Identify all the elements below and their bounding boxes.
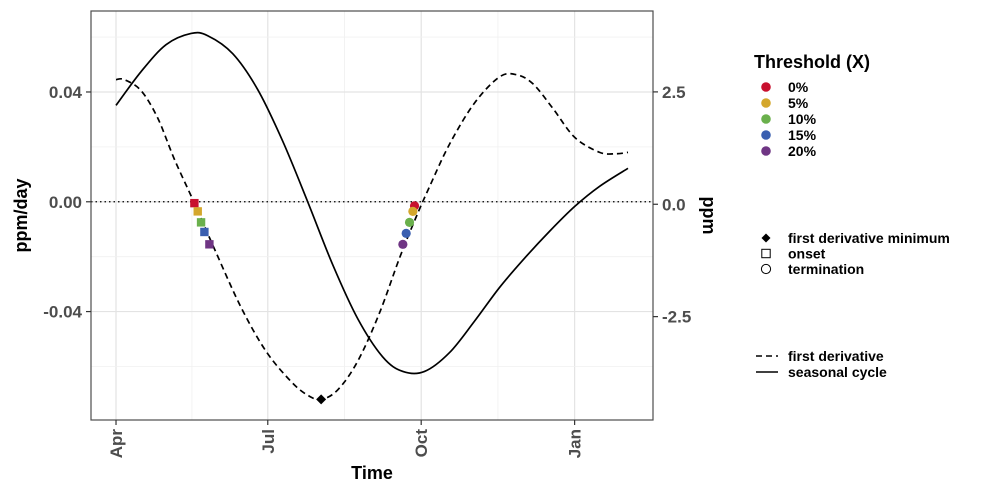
termination-marker xyxy=(404,217,415,227)
grid-layer xyxy=(91,11,653,420)
threshold-legend-key xyxy=(761,146,771,156)
threshold-legend-key xyxy=(761,98,771,108)
legend-layer: Threshold (X) 0%5%10%15%20% first derivati… xyxy=(754,52,950,380)
threshold-legend-key xyxy=(761,130,771,140)
right-tick-label: -2.5 xyxy=(662,308,691,327)
shape-legend-label: first derivative minimum xyxy=(788,230,950,246)
shape-legend-label: termination xyxy=(788,261,864,277)
onset-marker xyxy=(193,207,202,216)
plot-border xyxy=(90,10,654,421)
termination-marker xyxy=(401,228,411,238)
x-tick-label: Jul xyxy=(259,429,278,454)
right-axis-title: ppm xyxy=(699,197,719,235)
threshold-legend-label: 5% xyxy=(788,95,809,111)
termination-marker xyxy=(408,206,418,216)
lines-layer xyxy=(91,31,653,401)
shape-legend-key-diamond xyxy=(761,233,771,243)
series-line-first-derivative xyxy=(115,72,629,401)
axes-layer: 0.04 0.00 -0.04 2.5 0.0 -2.5 Apr Jul Oct Jan Time p… xyxy=(11,83,719,483)
first-derivative-minimum-marker xyxy=(316,394,327,405)
x-tick-label: Apr xyxy=(107,429,126,459)
threshold-legend-label: 15% xyxy=(788,127,817,143)
left-axis-title: ppm/day xyxy=(11,178,31,252)
termination-marker xyxy=(398,239,408,249)
onset-marker xyxy=(190,198,199,208)
line-legend-label: first derivative xyxy=(788,348,884,364)
threshold-legend-key xyxy=(761,82,771,92)
right-tick-label: 2.5 xyxy=(662,83,686,102)
onset-marker xyxy=(196,218,206,227)
left-tick-label: -0.04 xyxy=(43,303,82,322)
onset-marker xyxy=(205,240,214,249)
threshold-legend-label: 10% xyxy=(788,111,817,127)
left-tick-label: 0.00 xyxy=(49,193,82,212)
x-axis-title: Time xyxy=(351,463,393,483)
line-legend-label: seasonal cycle xyxy=(788,364,887,380)
x-tick-label: Oct xyxy=(412,429,431,458)
shape-legend-key-circle xyxy=(760,263,772,275)
threshold-legend-key xyxy=(761,114,771,124)
x-tick-label: Jan xyxy=(566,429,585,458)
threshold-legend-label: 20% xyxy=(788,143,817,159)
left-tick-label: 0.04 xyxy=(49,83,83,102)
shape-legend-key-square xyxy=(761,248,771,259)
series-line-seasonal-cycle xyxy=(115,31,629,375)
markers-layer xyxy=(190,198,420,405)
onset-marker xyxy=(200,227,209,237)
right-tick-label: 0.0 xyxy=(662,195,686,214)
threshold-legend-label: 0% xyxy=(788,79,809,95)
shape-legend-label: onset xyxy=(788,246,826,262)
threshold-legend-title: Threshold (X) xyxy=(754,52,870,72)
